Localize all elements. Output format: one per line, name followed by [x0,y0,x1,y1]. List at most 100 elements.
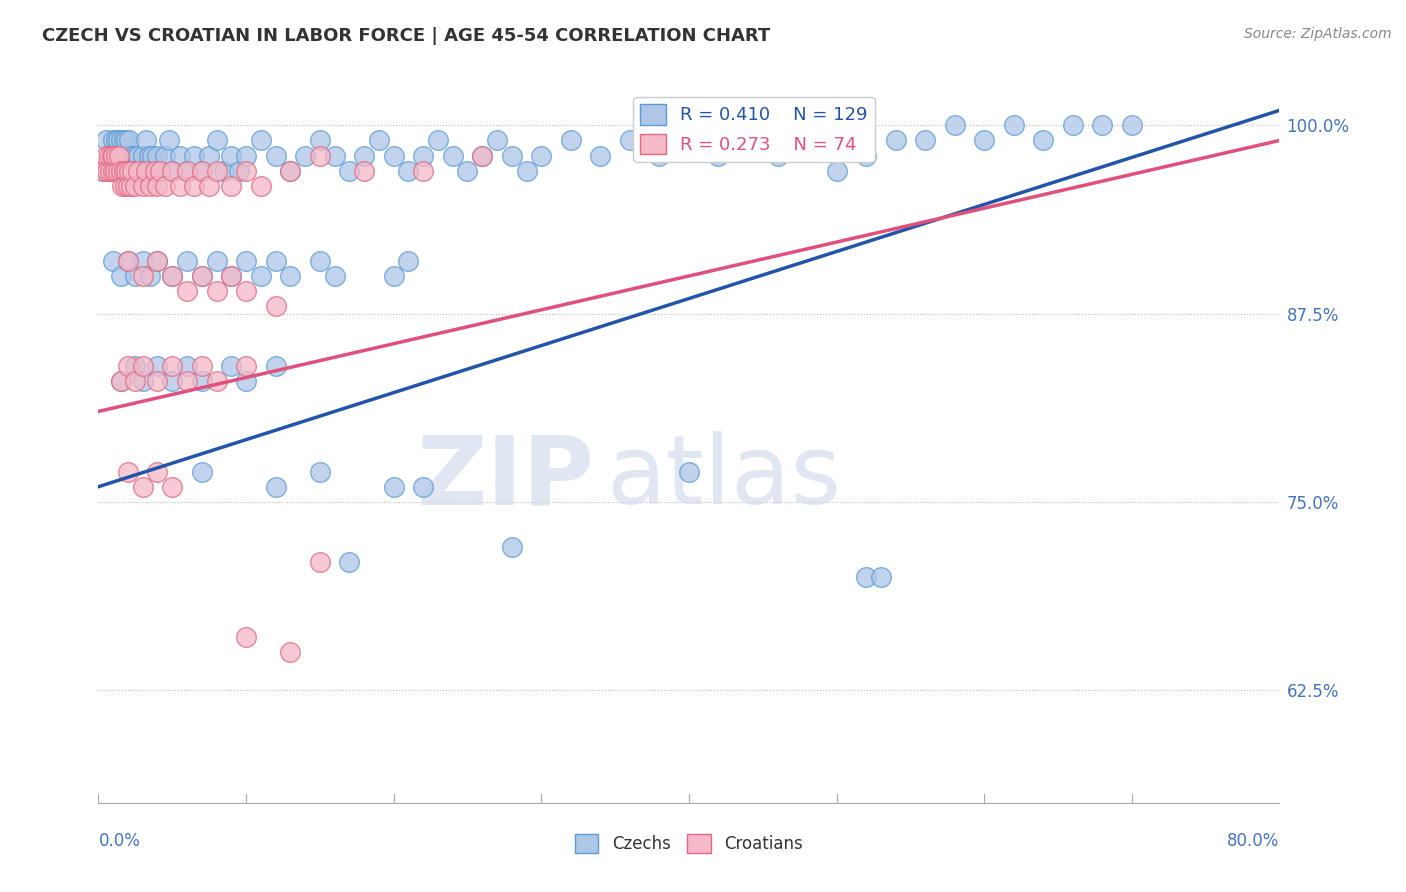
Point [530,148,553,162]
Point [135,163,157,178]
Point [235,359,257,374]
Point [309,254,332,268]
Point [108,148,131,162]
Point [235,163,257,178]
Point [139,163,162,178]
Point [205,134,228,148]
Point [103,163,125,178]
Point [264,359,287,374]
Point [120,178,142,193]
Point [97,148,120,162]
Point [280,268,302,283]
Point [110,268,132,283]
Text: 80.0%: 80.0% [1227,831,1279,850]
Point [94,148,117,162]
Point [457,163,479,178]
Point [146,254,169,268]
Point [117,254,139,268]
Point [191,268,214,283]
Point [678,465,700,479]
Point [235,630,257,644]
Point [221,359,243,374]
Point [855,148,877,162]
Point [1062,119,1084,133]
Point [162,163,183,178]
Point [143,163,166,178]
Point [111,178,134,193]
Point [191,163,214,178]
Point [136,163,159,178]
Point [124,148,146,162]
Point [169,148,191,162]
Point [111,148,134,162]
Point [412,163,434,178]
Point [124,375,146,389]
Point [114,178,136,193]
Point [100,148,122,162]
Point [973,134,995,148]
Point [707,148,730,162]
Point [309,134,332,148]
Point [228,163,250,178]
Point [104,148,127,162]
Point [501,148,523,162]
Point [110,375,132,389]
Point [124,178,146,193]
Point [162,359,183,374]
Point [162,268,183,283]
Point [98,163,121,178]
Point [943,119,966,133]
Point [516,163,538,178]
Point [162,480,183,494]
Point [501,540,523,554]
Point [127,148,149,162]
Point [91,163,114,178]
Point [176,254,198,268]
Point [176,163,198,178]
Point [368,134,391,148]
Point [471,148,494,162]
Point [235,254,257,268]
Point [280,163,302,178]
Point [149,163,172,178]
Point [870,570,893,584]
Point [176,163,198,178]
Point [205,284,228,298]
Point [382,480,405,494]
Point [91,163,114,178]
Point [105,134,128,148]
Point [309,555,332,569]
Point [139,268,162,283]
Point [825,163,848,178]
Point [107,163,129,178]
Point [118,163,141,178]
Point [100,148,122,162]
Point [264,148,287,162]
Point [1091,119,1114,133]
Point [105,148,128,162]
Point [205,163,228,178]
Point [250,268,273,283]
Point [183,148,205,162]
Point [855,570,877,584]
Point [412,480,434,494]
Point [162,375,183,389]
Point [382,268,405,283]
Point [191,465,214,479]
Point [766,148,789,162]
Point [125,163,148,178]
Point [107,134,129,148]
Point [117,359,139,374]
Point [141,148,163,162]
Point [339,555,361,569]
Point [1121,119,1143,133]
Point [323,148,346,162]
Point [176,284,198,298]
Point [250,134,273,148]
Point [149,163,172,178]
Point [309,465,332,479]
Point [441,148,464,162]
Point [205,254,228,268]
Point [221,268,243,283]
Point [115,134,138,148]
